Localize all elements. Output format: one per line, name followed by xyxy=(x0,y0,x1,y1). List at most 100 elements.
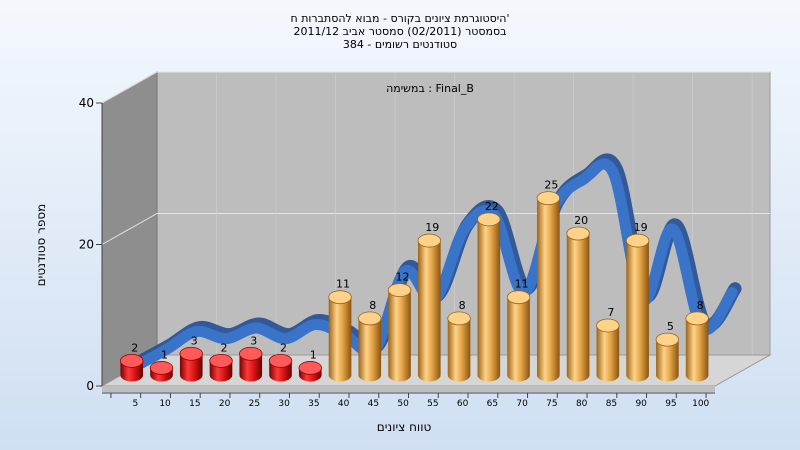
bar-body xyxy=(388,290,411,382)
bar-body xyxy=(447,318,471,382)
bar-body xyxy=(477,219,501,382)
bar-cap xyxy=(209,353,233,368)
bar xyxy=(358,311,382,382)
bar-value-label: 7 xyxy=(607,306,614,319)
bar-cap xyxy=(566,226,590,241)
bar xyxy=(239,346,263,382)
y-tick-label: 20 xyxy=(79,238,94,252)
x-tick-label: 65 xyxy=(487,399,498,409)
bar-cap xyxy=(298,361,322,375)
x-tick-label: 45 xyxy=(368,399,379,409)
bar-value-label: 3 xyxy=(250,334,257,347)
bar-body xyxy=(685,318,709,382)
bar xyxy=(506,290,531,382)
bar xyxy=(268,353,293,382)
x-tick-label: 75 xyxy=(546,399,557,409)
bar-body xyxy=(537,198,560,382)
x-tick-label: 55 xyxy=(427,399,438,409)
x-axis-label: טווח ציונים xyxy=(377,420,432,434)
bar-body xyxy=(418,240,441,382)
bar-body xyxy=(358,318,382,382)
bar-body xyxy=(566,233,590,382)
bar-value-label: 22 xyxy=(485,200,499,213)
x-tick-label: 35 xyxy=(308,399,319,409)
bar-cap xyxy=(506,290,531,305)
x-tick-label: 5 xyxy=(132,399,138,409)
bar-body xyxy=(507,297,530,382)
bar-cap xyxy=(477,212,501,227)
chart-title-line-3: סטודנטים רשומים - 384 xyxy=(343,38,457,51)
bar-value-label: 8 xyxy=(459,299,466,312)
legend-label: במשימה : Final_B xyxy=(386,82,474,95)
x-tick-label: 15 xyxy=(189,399,200,409)
bar-cap xyxy=(387,283,412,298)
x-tick-label: 90 xyxy=(635,399,647,409)
gridline-left xyxy=(101,213,158,245)
bar-body xyxy=(179,353,203,382)
x-tick-label: 20 xyxy=(219,399,231,409)
x-tick-label: 80 xyxy=(576,399,588,409)
bar-cap xyxy=(179,346,203,361)
bar xyxy=(387,283,412,382)
bars xyxy=(120,191,709,382)
x-tick-label: 95 xyxy=(665,399,676,409)
bar-value-label: 11 xyxy=(515,278,529,291)
y-axis-label: מספר סטודנטים xyxy=(34,204,48,287)
x-axis: 5 10 15 20 25 30 35 40 45 50 55 60 65 70 75 80 85 90 95 100 xyxy=(102,392,715,409)
bar-body xyxy=(626,240,649,382)
y-axis: 0 20 40 xyxy=(79,96,103,393)
bar xyxy=(417,233,442,382)
bar-value-label: 25 xyxy=(544,179,558,192)
bar-value-label: 5 xyxy=(667,320,674,333)
bar-cap xyxy=(417,233,442,248)
x-tick-label: 70 xyxy=(516,399,528,409)
bar xyxy=(566,226,590,382)
bar-value-label: 2 xyxy=(131,341,138,354)
bar-value-label: 8 xyxy=(369,299,376,312)
bar xyxy=(149,361,174,382)
floor-front-edge xyxy=(102,386,715,392)
bar-body xyxy=(596,325,620,382)
bar-cap xyxy=(625,233,650,248)
bar xyxy=(685,311,709,382)
x-tick-label: 30 xyxy=(278,399,290,409)
bar-cap xyxy=(239,346,263,361)
bar-value-label: 20 xyxy=(574,214,588,227)
bar-value-label: 12 xyxy=(396,271,410,284)
bar-value-label: 1 xyxy=(161,348,168,361)
bar-body xyxy=(328,297,352,382)
bar-cap xyxy=(536,191,561,206)
x-tick-label: 85 xyxy=(606,399,617,409)
bar xyxy=(447,311,471,382)
bar-cap xyxy=(328,290,352,305)
bar xyxy=(328,290,352,382)
bar-cap xyxy=(268,353,293,368)
bar xyxy=(298,361,322,382)
bar-cap xyxy=(358,311,382,326)
chart-title: היסטוגרמת ציונים בקורס - מבוא להסתברות ח… xyxy=(291,12,510,51)
bar xyxy=(596,318,620,382)
bar-value-label: 2 xyxy=(221,341,228,354)
bar xyxy=(209,353,233,382)
bar xyxy=(179,346,203,382)
bar-body xyxy=(239,353,263,382)
bar-cap xyxy=(596,318,620,333)
x-tick-label: 40 xyxy=(338,399,350,409)
bar xyxy=(536,191,561,382)
bar xyxy=(120,353,144,382)
bar-cap xyxy=(120,353,144,368)
x-tick-label: 50 xyxy=(397,399,409,409)
bar-cap xyxy=(655,332,680,347)
chart-title-line-2: בסמסטר (02/2011) סמסטר אביב 2011/12 xyxy=(293,25,506,38)
gridline-left xyxy=(101,71,158,104)
bar-value-label: 11 xyxy=(336,278,350,291)
x-tick-label: 10 xyxy=(159,399,171,409)
bar-value-label: 8 xyxy=(697,299,704,312)
bar xyxy=(477,212,501,382)
bar-value-label: 1 xyxy=(310,348,317,361)
x-tick-label: 25 xyxy=(249,399,260,409)
bar-body xyxy=(656,339,679,382)
bar-value-label: 19 xyxy=(425,221,439,234)
